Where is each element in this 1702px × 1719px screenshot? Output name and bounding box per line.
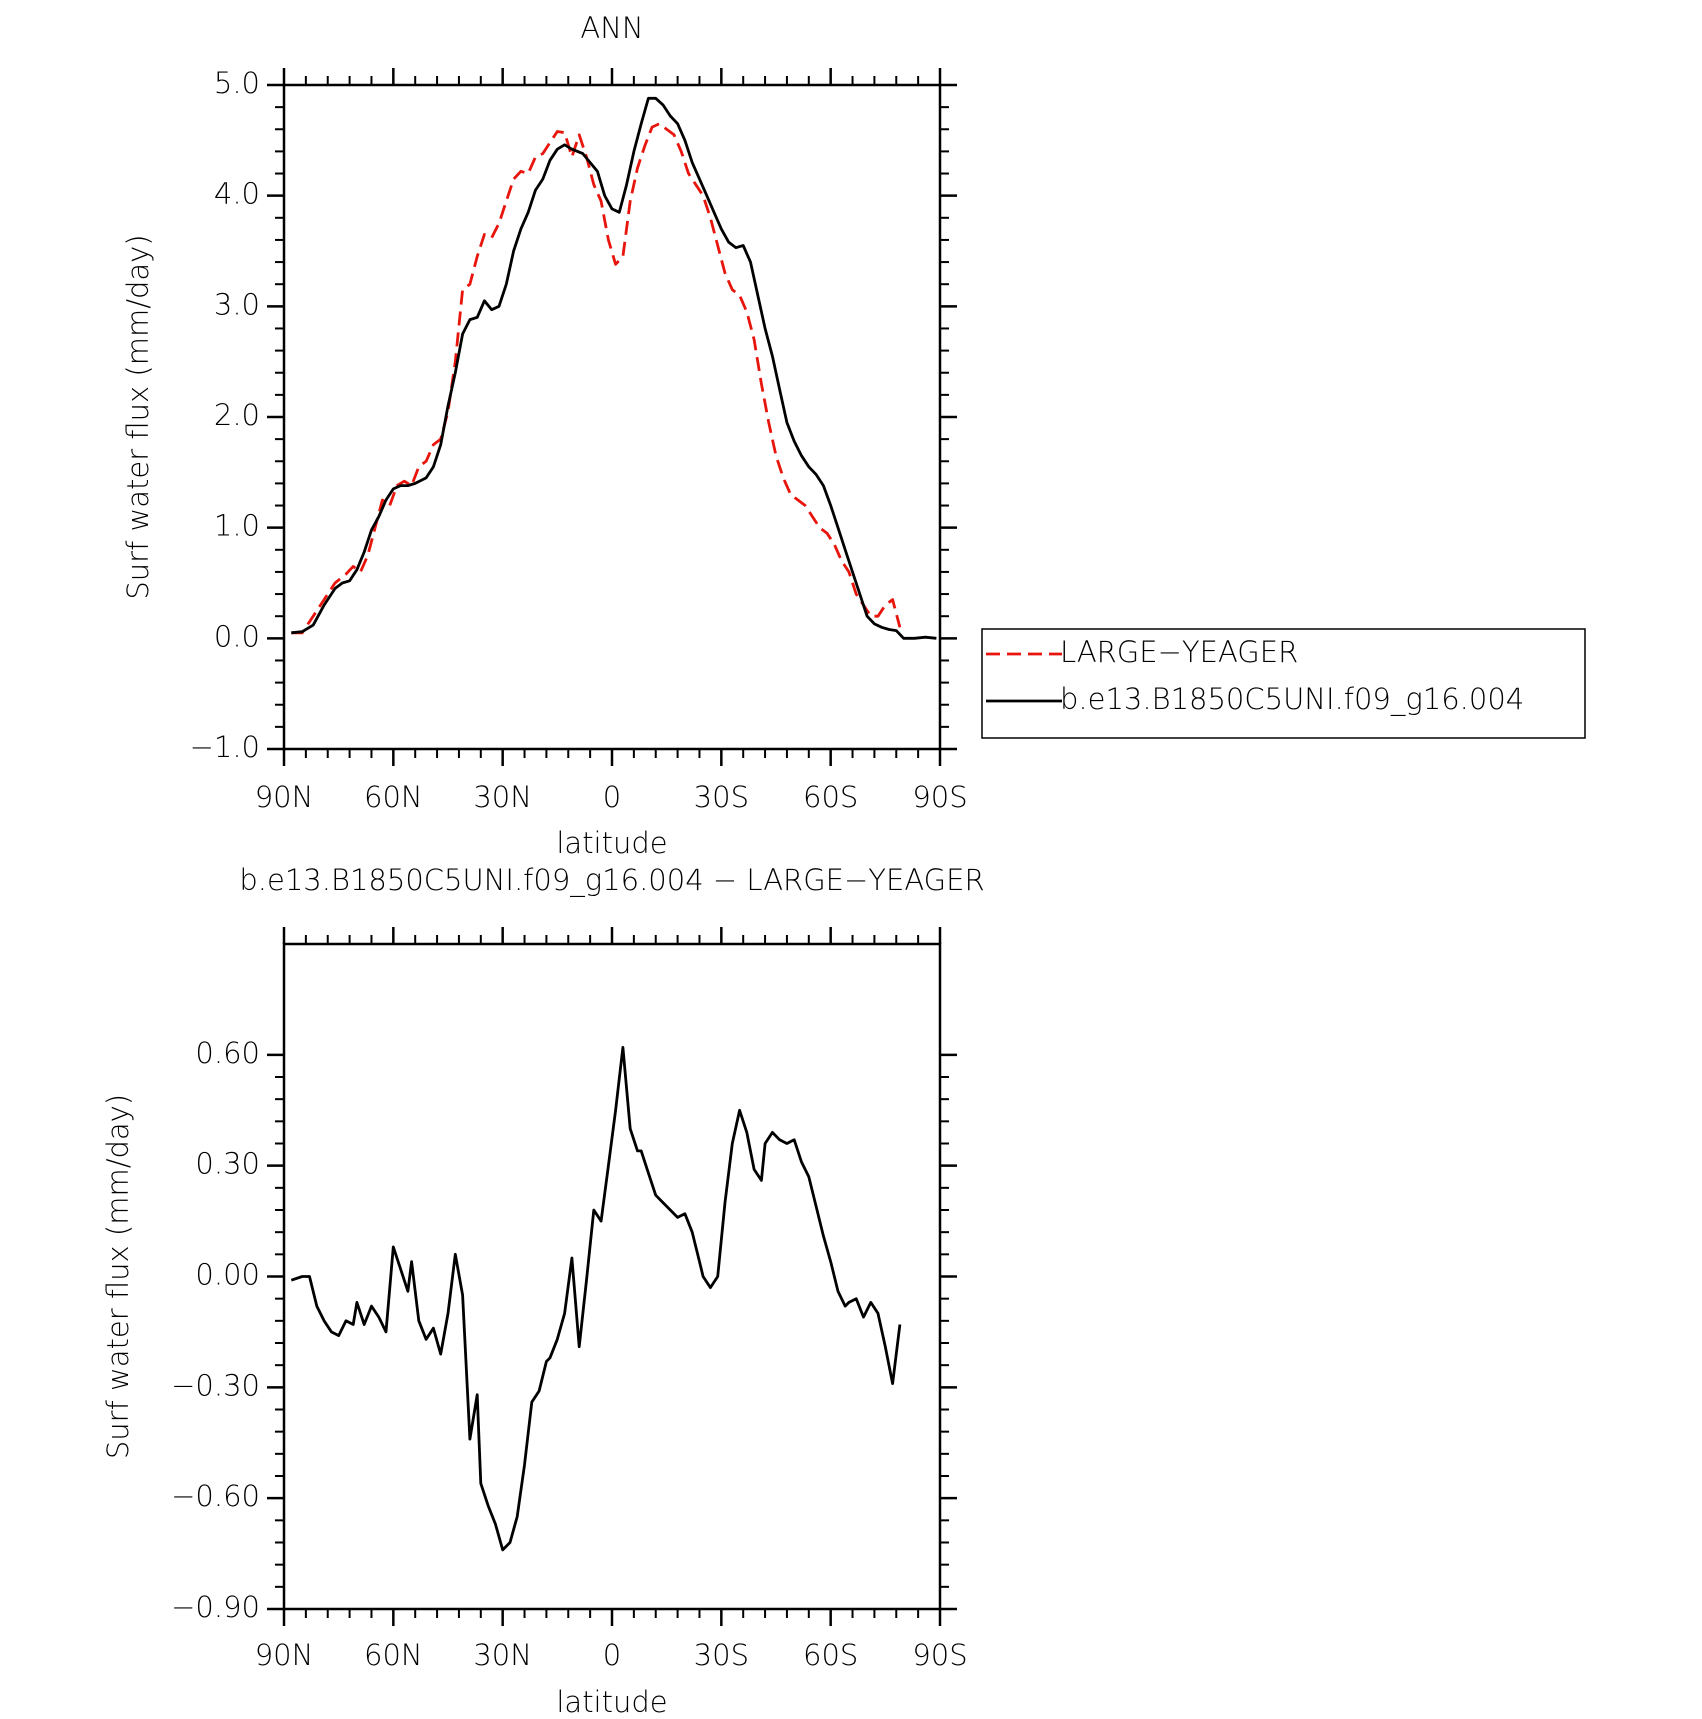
x-tick-label: 30S (694, 1638, 749, 1672)
chart-title: ANN (580, 11, 643, 45)
legend-label: b.e13.B1850C5UNI.f09_g16.004 (1060, 682, 1524, 717)
x-axis-label: latitude (556, 826, 667, 860)
x-tick-label: 90S (912, 780, 967, 814)
y-tick-label: 2.0 (214, 398, 260, 432)
x-tick-label: 60N (364, 1638, 423, 1672)
x-tick-label: 30N (473, 1638, 532, 1672)
y-tick-label: 1.0 (214, 509, 260, 543)
plot-frame (282, 83, 942, 751)
y-tick-label: 0.00 (195, 1258, 260, 1292)
y-tick-label: 4.0 (214, 177, 260, 211)
y-tick-label: −0.60 (171, 1479, 260, 1513)
x-tick-label: 0 (603, 780, 621, 814)
series-line (290, 1046, 902, 1552)
series-line (291, 96, 937, 640)
x-tick-label: 60S (803, 780, 858, 814)
y-tick-label: 5.0 (214, 66, 260, 100)
y-tick-label: 3.0 (214, 287, 260, 321)
plot-frame (282, 942, 942, 1611)
x-tick-label: 60N (364, 780, 423, 814)
chart-title: b.e13.B1850C5UNI.f09_g16.004 − LARGE−YEA… (239, 863, 984, 898)
legend-box (981, 628, 1586, 739)
series-line (291, 122, 902, 635)
y-tick-label: −0.30 (171, 1368, 260, 1402)
x-tick-label: 30S (694, 780, 749, 814)
y-tick-label: 0.0 (214, 619, 260, 653)
x-tick-label: 90S (912, 1638, 967, 1672)
x-tick-label: 60S (803, 1638, 858, 1672)
y-axis-label: Surf water flux (mm/day) (101, 1094, 135, 1459)
x-tick-label: 90N (255, 1638, 314, 1672)
y-tick-label: 0.30 (195, 1147, 260, 1181)
x-tick-label: 0 (603, 1638, 621, 1672)
x-tick-label: 30N (473, 780, 532, 814)
legend-label: LARGE−YEAGER (1060, 635, 1298, 669)
x-axis-label: latitude (556, 1685, 667, 1719)
y-tick-label: −0.90 (171, 1590, 260, 1624)
y-axis-label: Surf water flux (mm/day) (121, 234, 155, 599)
x-tick-label: 90N (255, 780, 314, 814)
y-tick-label: −1.0 (190, 730, 260, 764)
y-tick-label: 0.60 (195, 1036, 260, 1070)
